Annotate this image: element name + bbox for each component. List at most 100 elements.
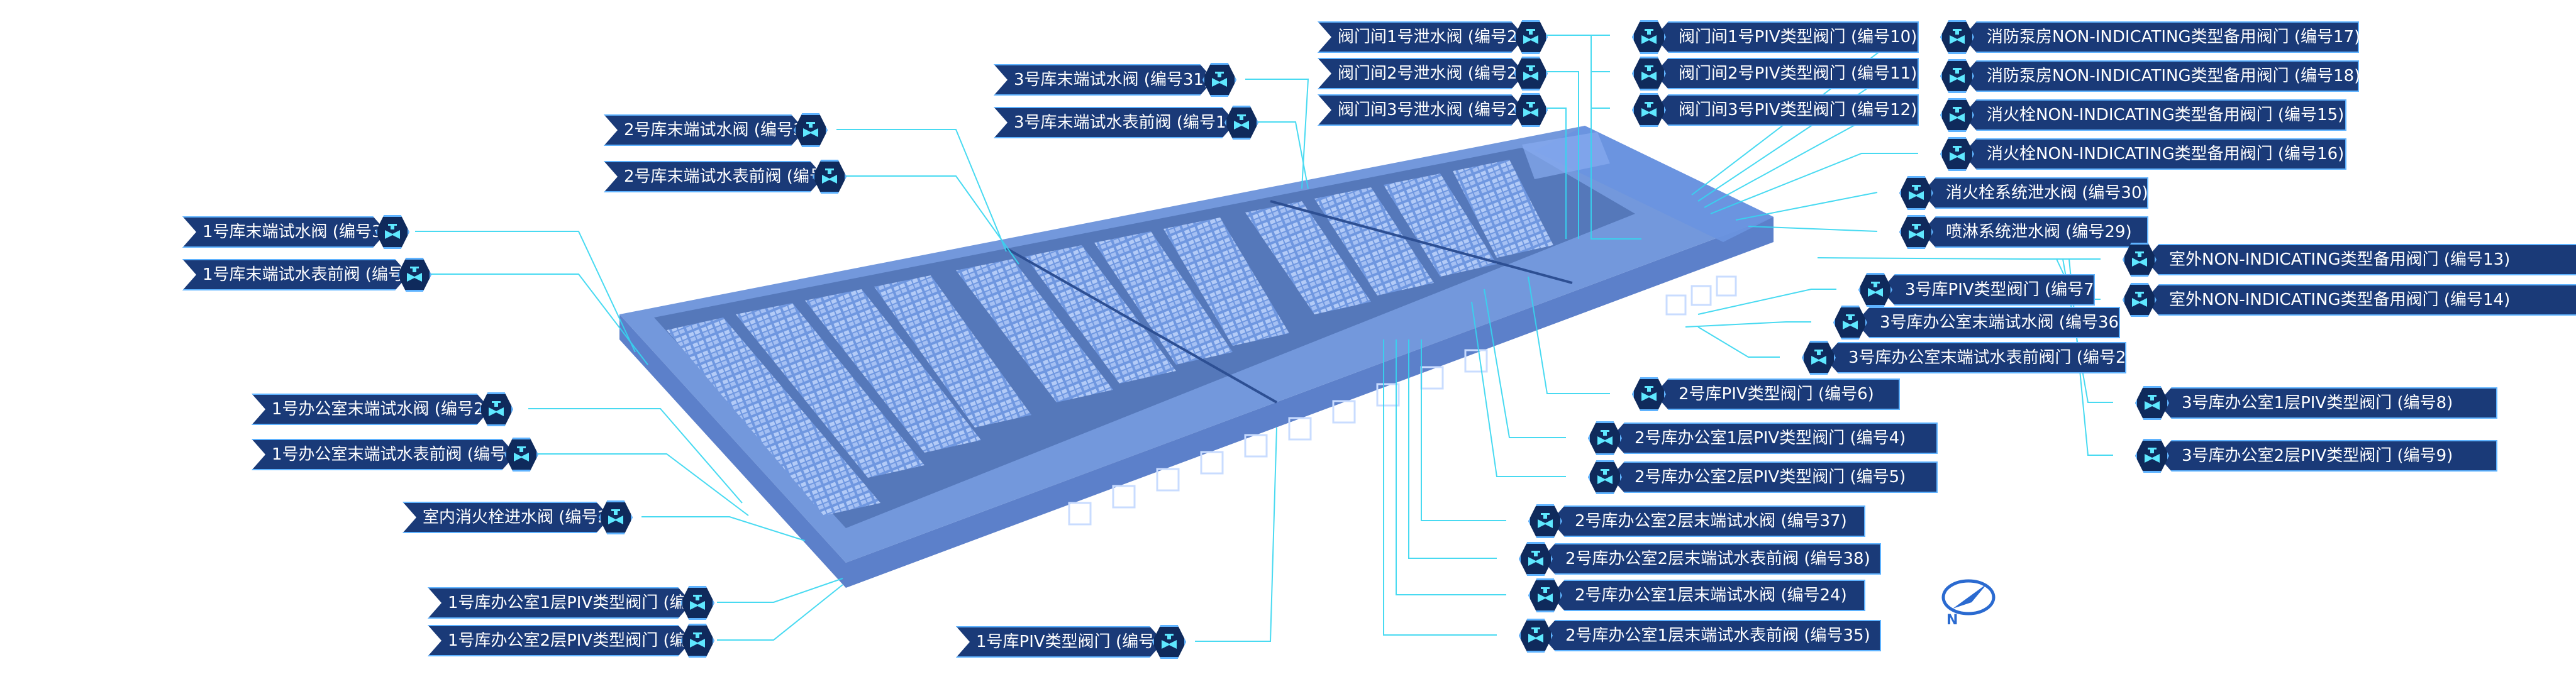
valve-label-v34[interactable]: 1号办公室末端试水表前阀 (编号34) <box>252 439 516 470</box>
valve-label-v30[interactable]: 消火栓系统泄水阀 (编号30) <box>1922 177 2148 209</box>
valve-icon[interactable] <box>504 438 538 472</box>
valve-label-v9[interactable]: 3号库办公室2层PIV类型阀门 (编号9) <box>2158 440 2497 472</box>
valve-icon[interactable] <box>1528 578 1562 612</box>
valve-icon[interactable] <box>2123 283 2157 317</box>
valve-label-v38[interactable]: 2号库办公室2层末端试水表前阀 (编号38) <box>1541 543 1881 575</box>
valve-label-v37[interactable]: 2号库办公室2层末端试水阀 (编号37) <box>1551 505 1865 537</box>
valve-icon[interactable] <box>1514 57 1548 91</box>
valve-label-text: 消火栓NON-INDICATING类型备用阀门 (编号15) <box>1987 106 2345 124</box>
valve-label-v17[interactable]: 消防泵房NON-INDICATING类型备用阀门 (编号17) <box>1963 21 2359 53</box>
valve-label-v15[interactable]: 消火栓NON-INDICATING类型备用阀门 (编号15) <box>1963 99 2346 131</box>
valve-label-text: 2号库办公室1层PIV类型阀门 (编号4) <box>1635 429 1906 448</box>
valve-icon[interactable] <box>1632 377 1666 411</box>
valve-label-v32[interactable]: 2号库末端试水阀 (编号32) <box>604 114 805 146</box>
valve-label-v14[interactable]: 室外NON-INDICATING类型备用阀门 (编号14) <box>2145 284 2576 316</box>
valve-icon[interactable] <box>1802 341 1836 375</box>
valve-label-v7[interactable]: 3号库PIV类型阀门 (编号7) <box>1881 274 2095 306</box>
valve-icon[interactable] <box>1940 20 1974 54</box>
valve-icon[interactable] <box>1940 137 1974 171</box>
valve-label-v25[interactable]: 3号库办公室末端试水表前阀门 (编号25) <box>1824 342 2126 373</box>
valve-label-v20[interactable]: 2号库末端试水表前阀 (编号20) <box>604 161 824 192</box>
valve-label-v24[interactable]: 2号库办公室1层末端试水阀 (编号24) <box>1551 580 1865 611</box>
valve-label-v27[interactable]: 阀门间2号泄水阀 (编号27) <box>1318 58 1525 89</box>
valve-label-v16[interactable]: 消火栓NON-INDICATING类型备用阀门 (编号16) <box>1963 138 2346 170</box>
valve-label-text: 2号库办公室2层末端试水阀 (编号37) <box>1575 512 1847 531</box>
valve-label-text: 室外NON-INDICATING类型备用阀门 (编号13) <box>2169 250 2511 269</box>
valve-icon[interactable] <box>2123 243 2157 277</box>
valve-label-v5[interactable]: 2号库办公室2层PIV类型阀门 (编号5) <box>1611 461 1938 493</box>
valve-icon[interactable] <box>1588 421 1622 455</box>
valve-label-v28[interactable]: 阀门间3号泄水阀 (编号28) <box>1318 94 1525 126</box>
valve-icon[interactable] <box>599 500 633 534</box>
valve-label-v4[interactable]: 2号库办公室1层PIV类型阀门 (编号4) <box>1611 422 1938 454</box>
valve-label-v22[interactable]: 1号办公室末端试水阀 (编号22) <box>252 394 491 425</box>
valve-label-v18[interactable]: 消防泵房NON-INDICATING类型备用阀门 (编号18) <box>1963 60 2359 92</box>
valve-icon[interactable] <box>680 586 714 620</box>
racks-warehouse-3 <box>1245 160 1553 314</box>
valve-label-v11[interactable]: 阀门间2号PIV类型阀门 (编号11) <box>1655 58 1919 89</box>
valve-icon[interactable] <box>2135 386 2169 420</box>
valve-icon[interactable] <box>375 215 409 249</box>
valve-label-v33[interactable]: 1号库末端试水阀 (编号33) <box>182 216 387 248</box>
valve-icon[interactable] <box>1202 63 1236 97</box>
valve-label-v29[interactable]: 喷淋系统泄水阀 (编号29) <box>1922 216 2148 248</box>
valve-label-v13[interactable]: 室外NON-INDICATING类型备用阀门 (编号13) <box>2145 244 2576 275</box>
valve-icon[interactable] <box>1940 98 1974 132</box>
valve-label-text: 室内消火栓进水阀 (编号23) <box>423 508 625 527</box>
valve-label-text: 3号库办公室末端试水阀 (编号36) <box>1880 313 2126 332</box>
valve-icon[interactable] <box>680 624 714 658</box>
valve-icon[interactable] <box>397 258 431 292</box>
valve-label-v3[interactable]: 1号库PIV类型阀门 (编号3) <box>956 626 1163 658</box>
valve-label-text: 1号库PIV类型阀门 (编号3) <box>976 632 1172 651</box>
valve-icon[interactable] <box>1632 93 1666 127</box>
valve-label-v31[interactable]: 3号库末端试水阀 (编号31) <box>994 64 1214 96</box>
valve-label-v36[interactable]: 3号库办公室末端试水阀 (编号36) <box>1856 307 2120 338</box>
valve-label-text: 2号库办公室2层PIV类型阀门 (编号5) <box>1635 468 1906 487</box>
valve-label-v23[interactable]: 室内消火栓进水阀 (编号23) <box>402 502 610 533</box>
valve-icon[interactable] <box>1519 542 1553 576</box>
valve-icon[interactable] <box>1632 20 1666 54</box>
valve-icon[interactable] <box>1514 20 1548 54</box>
building <box>619 126 1774 588</box>
valve-label-text: 阀门间3号泄水阀 (编号28) <box>1338 101 1535 119</box>
valve-label-text: 3号库末端试水阀 (编号31) <box>1014 70 1211 89</box>
leader-lines <box>415 35 2113 642</box>
valve-icon[interactable] <box>1940 59 1974 93</box>
valve-label-text: 1号库末端试水阀 (编号33) <box>203 223 399 241</box>
valve-icon[interactable] <box>794 113 828 147</box>
compass-icon: N <box>1941 579 1996 628</box>
valve-label-text: 1号办公室末端试水阀 (编号22) <box>272 400 501 419</box>
valve-label-v8[interactable]: 3号库办公室1层PIV类型阀门 (编号8) <box>2158 387 2497 419</box>
valve-icon[interactable] <box>1224 106 1258 140</box>
valve-icon[interactable] <box>1899 176 1933 210</box>
valve-label-v35[interactable]: 2号库办公室1层末端试水表前阀 (编号35) <box>1541 620 1881 651</box>
valve-label-text: 3号库办公室末端试水表前阀门 (编号25) <box>1848 348 2143 367</box>
valve-label-v2[interactable]: 1号库办公室2层PIV类型阀门 (编号2) <box>428 625 692 656</box>
valve-icon[interactable] <box>1632 57 1666 91</box>
valve-label-text: 阀门间1号泄水阀 (编号26) <box>1338 28 1535 47</box>
valve-icon[interactable] <box>479 392 513 426</box>
valve-label-text: 2号库办公室1层末端试水表前阀 (编号35) <box>1565 626 1870 645</box>
valve-icon[interactable] <box>1858 273 1892 307</box>
valve-icon[interactable] <box>1152 625 1186 659</box>
valve-icon[interactable] <box>1528 504 1562 538</box>
racks-warehouse-1 <box>667 275 1031 516</box>
valve-label-v6[interactable]: 2号库PIV类型阀门 (编号6) <box>1655 378 1900 410</box>
valve-label-v26[interactable]: 阀门间1号泄水阀 (编号26) <box>1318 21 1525 53</box>
valve-label-v19[interactable]: 3号库末端试水表前阀 (编号19) <box>994 107 1236 138</box>
valve-icon[interactable] <box>2135 439 2169 473</box>
valve-icon[interactable] <box>1899 215 1933 249</box>
valve-icon[interactable] <box>1588 460 1622 494</box>
valve-label-v21[interactable]: 1号库末端试水表前阀 (编号21) <box>182 259 409 290</box>
valve-icon[interactable] <box>1519 619 1553 653</box>
valve-label-text: 消火栓NON-INDICATING类型备用阀门 (编号16) <box>1987 145 2345 163</box>
valve-label-v1[interactable]: 1号库办公室1层PIV类型阀门 (编号1) <box>428 587 692 619</box>
valve-icon[interactable] <box>1833 306 1867 340</box>
valve-label-v10[interactable]: 阀门间1号PIV类型阀门 (编号10) <box>1655 21 1919 53</box>
valve-label-text: 室外NON-INDICATING类型备用阀门 (编号14) <box>2169 290 2511 309</box>
valve-icon[interactable] <box>813 160 847 194</box>
valve-label-v12[interactable]: 阀门间3号PIV类型阀门 (编号12) <box>1655 94 1919 126</box>
valve-icon[interactable] <box>1514 93 1548 127</box>
valve-label-text: 2号库办公室2层末端试水表前阀 (编号38) <box>1565 549 1870 568</box>
valve-label-text: 阀门间1号PIV类型阀门 (编号10) <box>1679 28 1918 47</box>
